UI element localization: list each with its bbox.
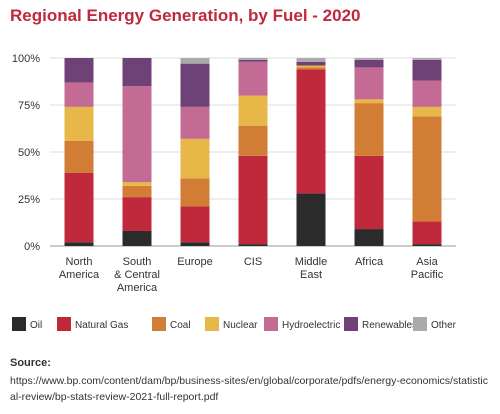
y-tick-label: 50% <box>18 147 40 159</box>
bar-segment <box>354 59 384 68</box>
bar-segment <box>180 106 210 139</box>
bar-segment <box>122 182 152 186</box>
bar-segment <box>296 67 326 70</box>
legend-label: Natural Gas <box>75 320 128 331</box>
x-tick-label: CIS <box>244 256 262 268</box>
bar-segment <box>238 155 268 245</box>
bar-segment <box>64 82 94 107</box>
bar-segment <box>354 103 384 156</box>
legend-swatch <box>264 317 278 331</box>
y-tick-label: 25% <box>18 194 40 206</box>
x-tick-label: Africa <box>355 256 384 268</box>
bar-segment <box>180 63 210 107</box>
legend-swatch <box>344 317 358 331</box>
bar-segment <box>122 230 152 246</box>
bar-segment <box>412 116 442 222</box>
x-tick-label: South & Central America <box>114 256 160 294</box>
x-axis-ticks: North America South & Central America Europe C… <box>59 256 444 294</box>
bar-segment <box>412 221 442 245</box>
bar-segment <box>122 197 152 231</box>
bar-segment <box>354 229 384 246</box>
bar-segment <box>412 59 442 81</box>
y-tick-label: 100% <box>12 53 40 65</box>
bar-segment <box>238 244 268 246</box>
legend-label: Hydroelectric <box>282 320 340 331</box>
bar-segment <box>296 65 326 68</box>
bar-segment <box>238 59 268 62</box>
bar-segment <box>296 69 326 194</box>
legend-swatch <box>12 317 26 331</box>
legend: Oil Natural Gas Coal Nuclear Hydroelectric Re… <box>12 317 457 331</box>
legend-label: Nuclear <box>223 320 258 331</box>
bar-segment <box>412 106 442 117</box>
bar-segment <box>296 193 326 246</box>
source-label: Source: <box>10 357 51 369</box>
bar-segment <box>354 99 384 104</box>
legend-swatch <box>413 317 427 331</box>
bar-segment <box>122 58 152 87</box>
legend-swatch <box>57 317 71 331</box>
bar-segment <box>180 178 210 207</box>
source-url[interactable]: https://www.bp.com/content/dam/bp/busine… <box>10 375 488 403</box>
bar-segment <box>180 242 210 246</box>
bar-segment <box>64 172 94 243</box>
bar-segment <box>354 67 384 100</box>
bar-segment <box>64 58 94 83</box>
legend-label: Oil <box>30 320 42 331</box>
legend-label: Other <box>431 320 457 331</box>
bar-segment <box>296 58 326 62</box>
x-tick-label: Middle East <box>295 256 327 281</box>
stacked-bar-chart: 0% 25% 50% 75% 100% North America South & Centr… <box>12 53 457 331</box>
bar-segment <box>180 138 210 179</box>
bar-segment <box>238 95 268 126</box>
x-tick-label: Asia Pacific <box>411 256 444 281</box>
x-tick-label: North America <box>59 256 100 281</box>
bar-segment <box>64 140 94 173</box>
bar-segment <box>238 61 268 96</box>
bar-segment <box>64 106 94 141</box>
legend-swatch <box>152 317 166 331</box>
bar-segment <box>180 206 210 243</box>
bar-segment <box>412 58 442 60</box>
bar-segment <box>122 86 152 183</box>
y-tick-label: 0% <box>24 241 40 253</box>
bar-segment <box>180 58 210 64</box>
bar-segment <box>354 155 384 230</box>
legend-label: Renewables <box>362 320 417 331</box>
bar-segment <box>412 80 442 107</box>
bar-segment <box>296 61 326 66</box>
bar-segment <box>64 242 94 246</box>
bar-segment <box>238 125 268 156</box>
bar-segment <box>238 58 268 60</box>
legend-label: Coal <box>170 320 191 331</box>
bars <box>64 58 442 246</box>
bar-segment <box>122 185 152 198</box>
y-tick-label: 75% <box>18 100 40 112</box>
chart-title: Regional Energy Generation, by Fuel - 20… <box>10 6 361 25</box>
y-axis-ticks: 0% 25% 50% 75% 100% <box>12 53 40 253</box>
bar-segment <box>354 58 384 60</box>
bar-segment <box>412 244 442 246</box>
x-tick-label: Europe <box>177 256 212 268</box>
legend-swatch <box>205 317 219 331</box>
